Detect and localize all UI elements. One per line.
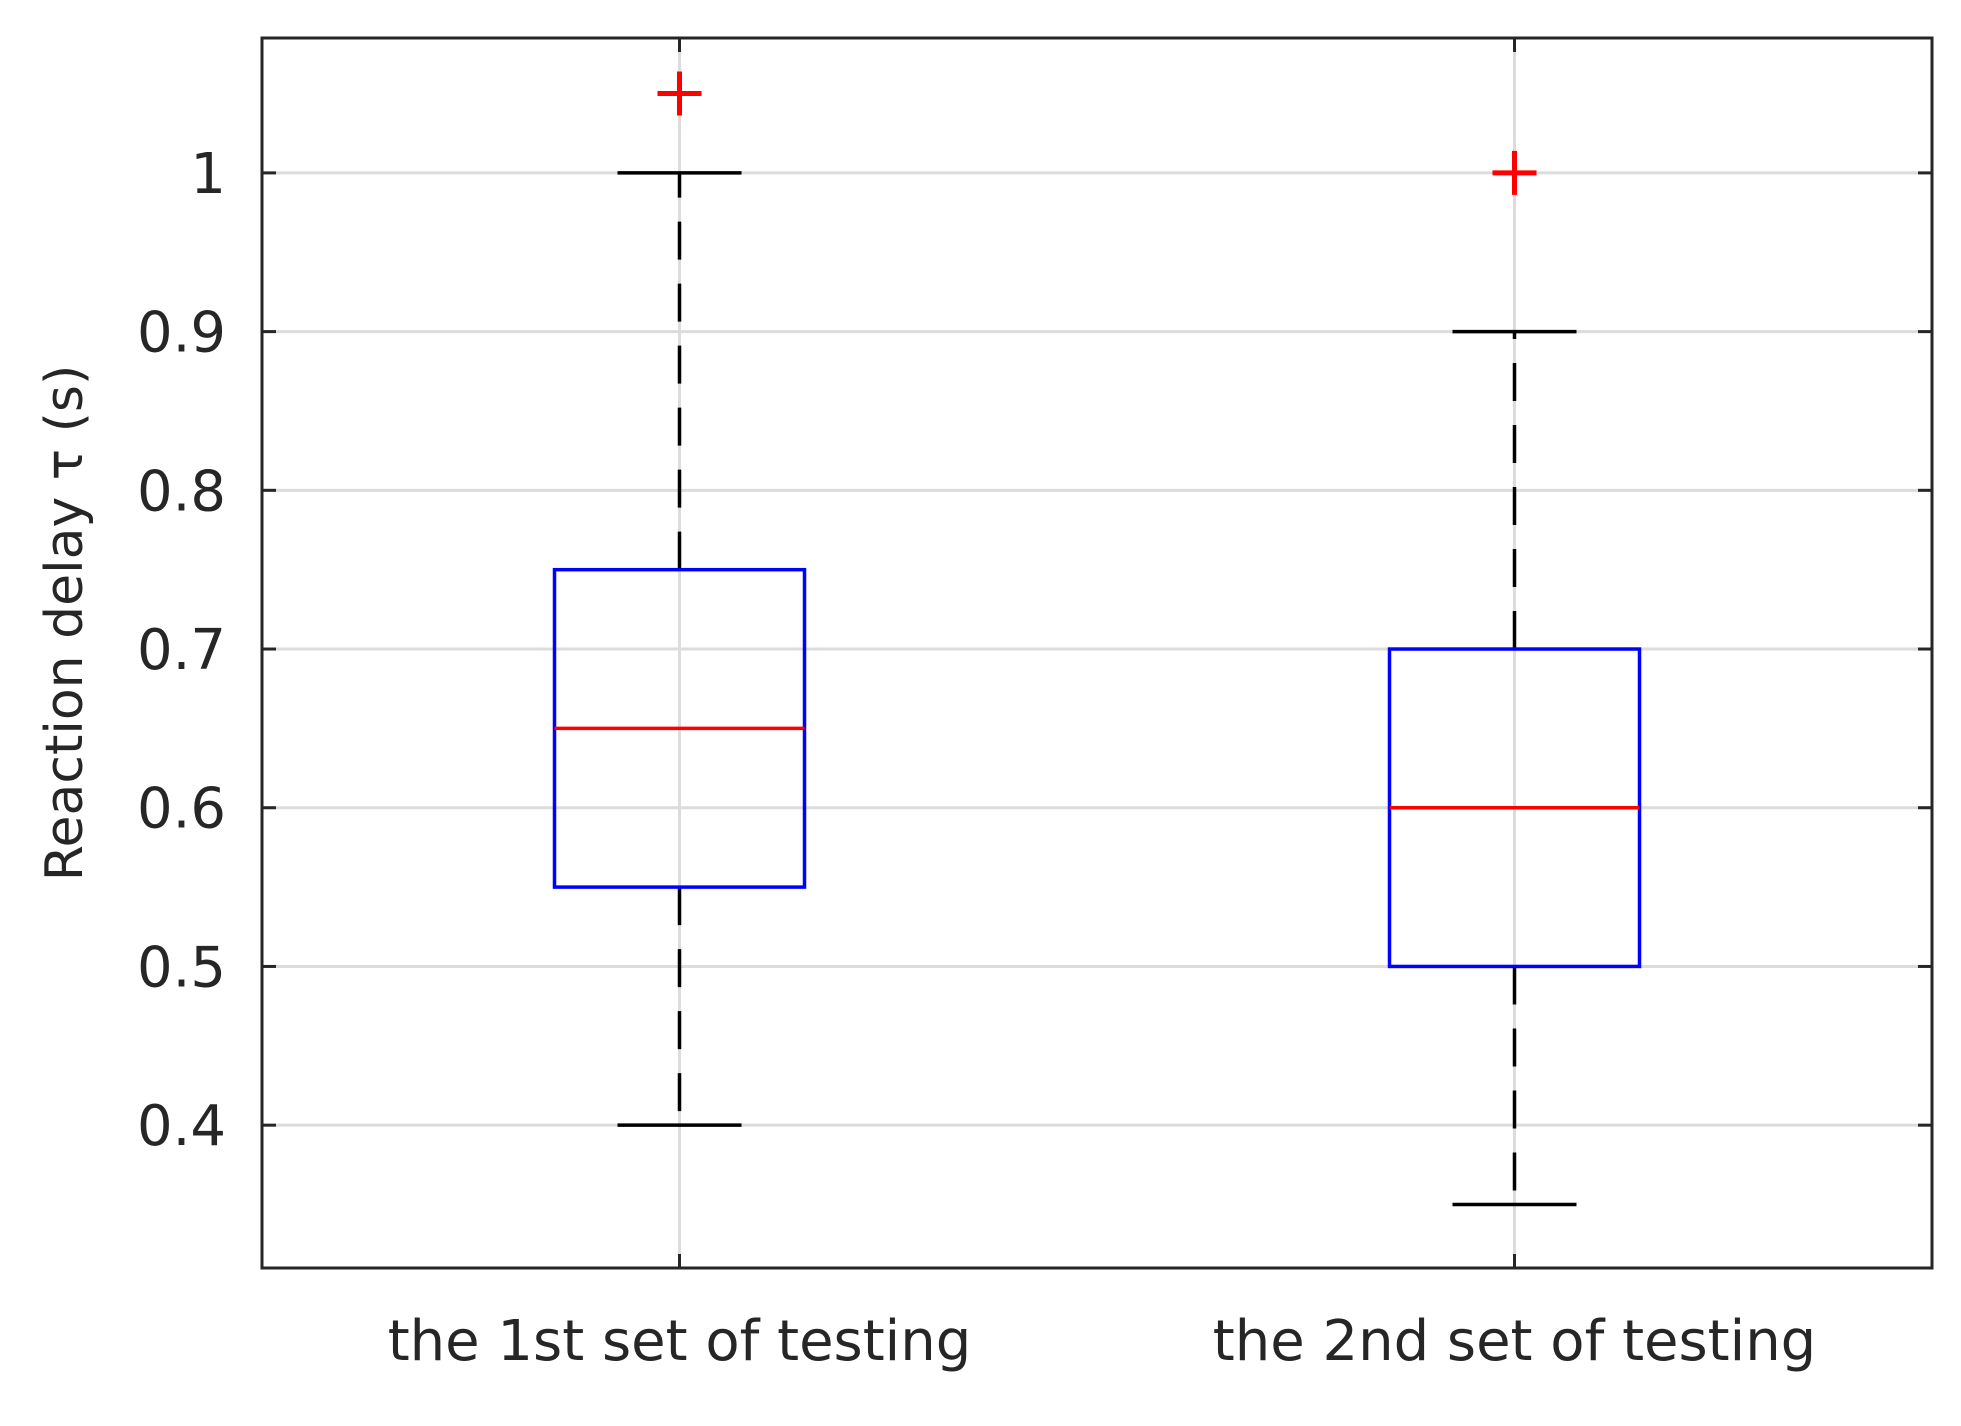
grid-lines: [262, 38, 1932, 1268]
y-tick-label: 0.9: [137, 301, 226, 366]
y-tick-label: 0.8: [137, 459, 226, 524]
y-tick-label: 1: [190, 142, 226, 207]
outlier-marker: [657, 71, 702, 116]
y-tick-labels: 0.4 0.5 0.6 0.7 0.8 0.9 1: [137, 142, 226, 1159]
y-tick-label: 0.5: [137, 935, 226, 1000]
outlier-marker: [1492, 150, 1537, 195]
axis-ticks: [262, 38, 1932, 1268]
y-axis-title: Reaction delay τ (s): [35, 365, 95, 882]
x-tick-label: the 1st set of testing: [388, 1309, 972, 1374]
x-tick-label: the 2nd set of testing: [1213, 1309, 1816, 1374]
y-tick-label: 0.7: [137, 618, 226, 683]
axes-frame: [260, 36, 1934, 1270]
box-group: [552, 71, 807, 1127]
y-tick-label: 0.4: [137, 1094, 226, 1159]
y-tick-label: 0.6: [137, 777, 226, 842]
x-tick-labels: the 1st set of testing the 2nd set of tes…: [388, 1309, 1817, 1374]
plot-area: [552, 71, 1642, 1207]
box-group: [1387, 150, 1642, 1207]
